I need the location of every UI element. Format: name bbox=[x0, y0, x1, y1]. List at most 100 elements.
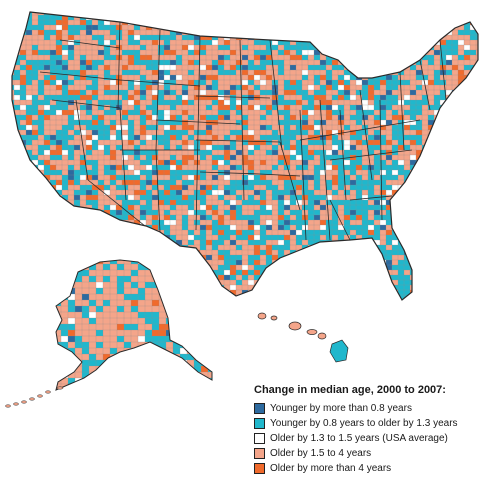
county-cell bbox=[409, 204, 417, 211]
county-cell bbox=[355, 189, 363, 196]
county-cell bbox=[157, 149, 165, 156]
state-border-line bbox=[439, 39, 447, 101]
county-cell bbox=[439, 214, 447, 221]
county-cell bbox=[43, 159, 51, 166]
county-cell bbox=[373, 274, 381, 281]
county-cell bbox=[325, 149, 333, 156]
county-cell bbox=[457, 49, 465, 56]
county-cell bbox=[337, 184, 345, 191]
county-cell bbox=[12, 264, 15, 271]
county-cell bbox=[277, 34, 285, 41]
county-cell bbox=[79, 214, 87, 221]
county-cell bbox=[283, 199, 291, 206]
county-cell bbox=[127, 249, 135, 256]
county-cell bbox=[103, 114, 111, 121]
county-cell bbox=[85, 194, 93, 201]
county-cell bbox=[415, 259, 423, 266]
county-cell bbox=[391, 159, 399, 166]
county-cell bbox=[73, 174, 81, 181]
county-cell bbox=[187, 12, 195, 16]
county-cell bbox=[229, 74, 237, 81]
county-cell bbox=[193, 209, 201, 216]
county-cell bbox=[229, 54, 237, 61]
county-cell bbox=[379, 14, 387, 21]
county-cell bbox=[397, 24, 405, 31]
county-cell bbox=[115, 144, 123, 151]
county-cell bbox=[463, 104, 471, 111]
county-cell bbox=[475, 44, 478, 51]
county-cell bbox=[235, 129, 243, 136]
county-cell bbox=[271, 159, 279, 166]
county-cell bbox=[43, 74, 51, 81]
county-cell bbox=[295, 169, 303, 176]
county-cell bbox=[253, 14, 261, 21]
county-cell bbox=[169, 189, 177, 196]
county-cell bbox=[289, 144, 297, 151]
county-cell bbox=[49, 49, 57, 56]
county-cell bbox=[409, 109, 417, 116]
county-cell bbox=[457, 289, 465, 296]
county-cell bbox=[433, 184, 441, 191]
county-cell bbox=[325, 299, 333, 300]
county-cell bbox=[67, 154, 75, 161]
county-cell bbox=[313, 294, 321, 300]
county-cell bbox=[469, 259, 477, 266]
county-cell bbox=[67, 311, 76, 319]
county-cell bbox=[247, 229, 255, 236]
county-cell bbox=[235, 69, 243, 76]
county-cell bbox=[313, 12, 321, 16]
county-cell bbox=[193, 144, 201, 151]
county-cell bbox=[55, 129, 63, 136]
county-cell bbox=[355, 259, 363, 266]
county-cell bbox=[123, 275, 132, 283]
county-cell bbox=[133, 239, 141, 246]
county-cell bbox=[325, 144, 333, 151]
county-cell bbox=[259, 79, 267, 86]
county-cell bbox=[181, 169, 189, 176]
county-cell bbox=[31, 39, 39, 46]
county-cell bbox=[223, 109, 231, 116]
county-cell bbox=[205, 12, 213, 16]
county-cell bbox=[193, 254, 201, 261]
county-cell bbox=[116, 281, 125, 289]
county-cell bbox=[313, 209, 321, 216]
county-cell bbox=[199, 14, 207, 21]
county-cell bbox=[469, 109, 477, 116]
county-cell bbox=[439, 289, 447, 296]
county-cell bbox=[172, 317, 181, 325]
county-cell bbox=[157, 134, 165, 141]
county-cell bbox=[199, 214, 207, 221]
county-cell bbox=[211, 244, 219, 251]
county-cell bbox=[247, 119, 255, 126]
county-cell bbox=[253, 69, 261, 76]
county-cell bbox=[343, 74, 351, 81]
county-cell bbox=[433, 59, 441, 66]
county-cell bbox=[463, 294, 471, 300]
county-cell bbox=[67, 149, 75, 156]
county-cell bbox=[289, 179, 297, 186]
county-cell bbox=[355, 49, 363, 56]
county-cell bbox=[265, 229, 273, 236]
county-cell bbox=[61, 94, 69, 101]
county-cell bbox=[391, 169, 399, 176]
county-cell bbox=[373, 284, 381, 291]
county-cell bbox=[175, 299, 183, 300]
county-cell bbox=[361, 84, 369, 91]
county-cell bbox=[67, 229, 75, 236]
county-cell bbox=[319, 39, 327, 46]
county-cell bbox=[307, 109, 315, 116]
county-cell bbox=[79, 109, 87, 116]
county-cell bbox=[349, 144, 357, 151]
county-cell bbox=[391, 264, 399, 271]
county-cell bbox=[217, 19, 225, 26]
county-cell bbox=[49, 119, 57, 126]
county-cell bbox=[421, 204, 429, 211]
county-cell bbox=[385, 249, 393, 256]
county-cell bbox=[133, 109, 141, 116]
county-cell bbox=[277, 44, 285, 51]
county-cell bbox=[205, 184, 213, 191]
county-cell bbox=[163, 299, 171, 300]
county-cell bbox=[409, 199, 417, 206]
county-cell bbox=[181, 69, 189, 76]
county-cell bbox=[49, 229, 57, 236]
